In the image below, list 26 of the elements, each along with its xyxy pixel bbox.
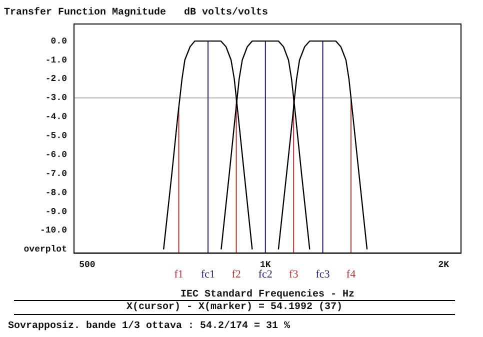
y-tick-label: -3.0 bbox=[45, 93, 67, 104]
y-tick-label: -2.0 bbox=[45, 74, 67, 84]
y-tick-label: -5.0 bbox=[45, 131, 67, 142]
y-tick-label: -6.0 bbox=[45, 150, 67, 160]
y-tick-label: -9.0 bbox=[45, 206, 67, 217]
y-tick-label: -10.0 bbox=[40, 226, 67, 236]
y-tick-label: overplot bbox=[24, 244, 67, 255]
x-axis-title: IEC Standard Frequencies - Hz bbox=[180, 288, 355, 301]
ref-line-label: fc2 bbox=[258, 268, 272, 281]
ref-line-label: fc3 bbox=[316, 268, 330, 281]
x-tick-label: 1K bbox=[260, 260, 272, 270]
ref-line-label: f1 bbox=[174, 268, 184, 281]
text: X(cursor) - X(marker) = 54.1992 (37) bbox=[14, 300, 455, 315]
y-tick-label: 0.0 bbox=[50, 36, 67, 46]
ref-line-label: f3 bbox=[289, 268, 299, 281]
y-tick-label: -7.0 bbox=[45, 168, 67, 179]
text: Sovrapposiz. bande 1/3 ottava : 54.2/174 = 31 % bbox=[8, 321, 292, 332]
y-tick-label: -8.0 bbox=[45, 188, 67, 198]
y-tick-label: -4.0 bbox=[45, 112, 67, 122]
y-tick-label: -1.0 bbox=[45, 55, 67, 66]
ref-line-label: fc1 bbox=[201, 268, 216, 281]
ref-line-label: f2 bbox=[232, 268, 241, 281]
x-tick-label: 500 bbox=[79, 260, 96, 270]
ref-line-label: f4 bbox=[346, 268, 356, 281]
x-tick-label: 2K bbox=[438, 260, 450, 270]
chart-title: Transfer Function Magnitude dB volts/volts bbox=[4, 6, 268, 19]
